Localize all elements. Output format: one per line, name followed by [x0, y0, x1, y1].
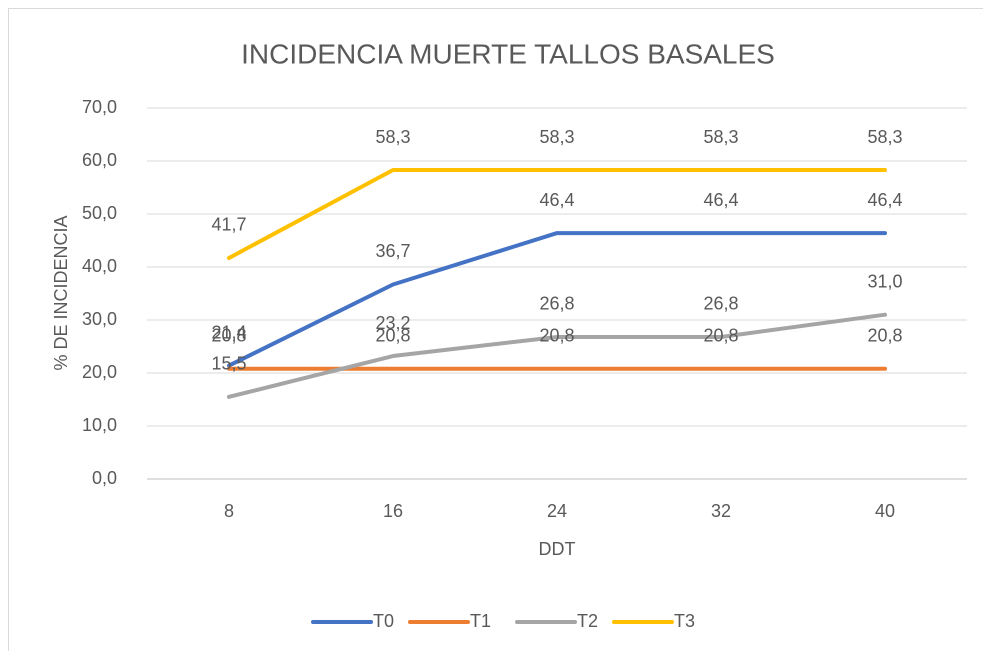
chart-border: [8, 8, 983, 651]
y-tick-label: 60,0: [82, 150, 117, 170]
legend-label: T0: [373, 611, 394, 631]
data-label: 46,4: [703, 190, 738, 210]
data-label: 20,8: [375, 326, 410, 346]
x-tick-label: 24: [547, 501, 567, 521]
x-tick-label: 32: [711, 501, 731, 521]
series-line: [227, 312, 887, 399]
data-label: 20,8: [867, 326, 902, 346]
chart-title: INCIDENCIA MUERTE TALLOS BASALES: [241, 38, 775, 69]
data-label: 20,8: [211, 326, 246, 346]
data-label: 20,8: [539, 326, 574, 346]
data-label: 58,3: [703, 127, 738, 147]
data-label: 36,7: [375, 241, 410, 261]
series-line: [227, 168, 887, 260]
y-tick-label: 70,0: [82, 97, 117, 117]
legend-label: T1: [470, 611, 491, 631]
y-tick-label: 50,0: [82, 203, 117, 223]
data-label: 41,7: [211, 215, 246, 235]
y-axis-label: % DE INCIDENCIA: [51, 215, 71, 370]
x-tick-label: 40: [875, 501, 895, 521]
y-tick-label: 30,0: [82, 309, 117, 329]
data-label: 26,8: [703, 294, 738, 314]
y-tick-label: 40,0: [82, 256, 117, 276]
legend-label: T3: [674, 611, 695, 631]
data-label: 46,4: [539, 190, 574, 210]
y-tick-label: 0,0: [92, 468, 117, 488]
series-line: [227, 231, 887, 368]
x-axis-label: DDT: [539, 539, 576, 559]
data-label: 20,8: [703, 326, 738, 346]
y-tick-label: 20,0: [82, 362, 117, 382]
y-tick-label: 10,0: [82, 415, 117, 435]
data-label: 23,2: [375, 313, 410, 333]
data-label: 58,3: [867, 127, 902, 147]
legend-label: T2: [577, 611, 598, 631]
data-label: 58,3: [539, 127, 574, 147]
x-tick-label: 8: [224, 501, 234, 521]
data-label: 15,5: [211, 354, 246, 374]
data-label: 31,0: [867, 271, 902, 291]
data-label: 26,8: [539, 294, 574, 314]
x-tick-label: 16: [383, 501, 403, 521]
data-label: 46,4: [867, 190, 902, 210]
data-label: 21,4: [211, 322, 246, 342]
data-label: 58,3: [375, 127, 410, 147]
